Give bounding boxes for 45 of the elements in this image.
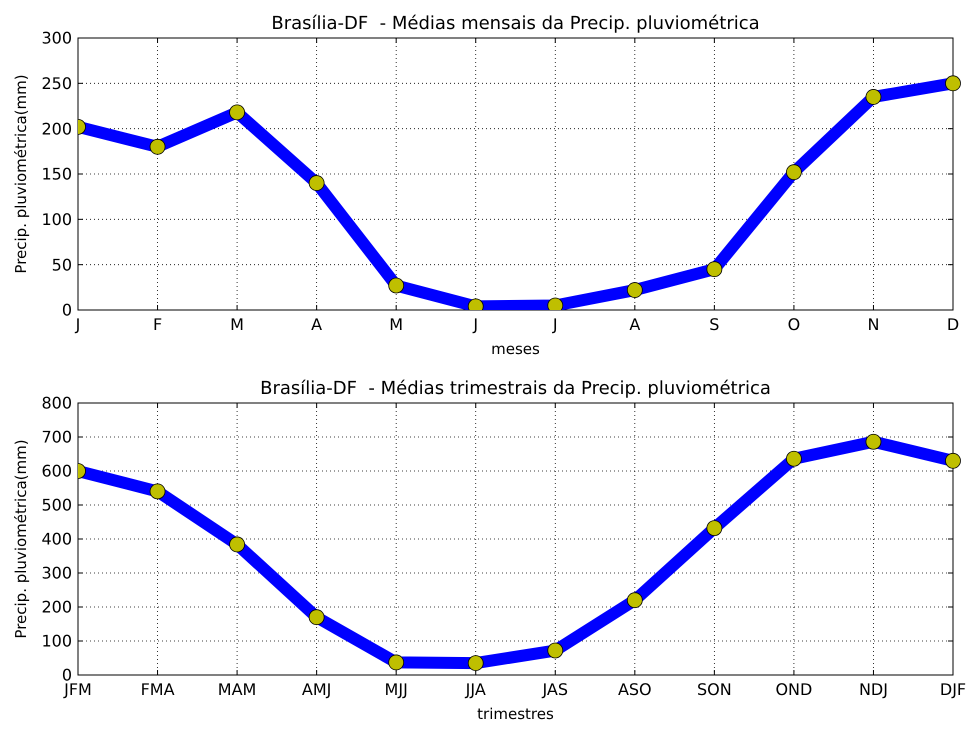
chart-title: Brasília-DF - Médias mensais da Precip. pluviométrica bbox=[271, 13, 760, 34]
x-tick-label: NDJ bbox=[858, 680, 888, 699]
y-tick-label: 300 bbox=[41, 28, 72, 48]
x-tick-label: J bbox=[472, 315, 478, 334]
x-tick-label: JAS bbox=[542, 680, 568, 699]
y-tick-label: 200 bbox=[41, 119, 72, 138]
y-axis-title: Precip. pluviométrica(mm) bbox=[12, 439, 30, 639]
y-axis-title: Precip. pluviométrica(mm) bbox=[12, 74, 30, 274]
x-tick-label: DJF bbox=[940, 680, 966, 699]
y-tick-label: 200 bbox=[41, 598, 72, 617]
y-tick-label: 100 bbox=[41, 210, 72, 229]
x-tick-label: FMA bbox=[140, 680, 175, 699]
x-tick-label: J bbox=[552, 315, 558, 334]
x-tick-label: J bbox=[74, 315, 80, 334]
y-tick-label: 800 bbox=[41, 394, 72, 413]
x-tick-label: A bbox=[311, 315, 322, 334]
x-axis-title: meses bbox=[491, 340, 540, 358]
y-tick-label: 700 bbox=[41, 428, 72, 447]
y-tick-label: 0 bbox=[62, 300, 72, 320]
x-tick-label: SON bbox=[697, 680, 732, 699]
x-tick-label: M bbox=[230, 315, 244, 334]
x-tick-label: F bbox=[152, 315, 162, 334]
x-tick-label: A bbox=[629, 315, 640, 334]
x-tick-label: ASO bbox=[618, 680, 652, 699]
y-tick-label: 600 bbox=[41, 462, 72, 481]
x-tick-label: O bbox=[788, 315, 800, 334]
x-tick-label: M bbox=[389, 315, 404, 334]
y-tick-label: 100 bbox=[41, 632, 72, 651]
x-tick-label: JJA bbox=[464, 680, 486, 699]
y-tick-label: 50 bbox=[52, 255, 72, 274]
x-tick-label: D bbox=[946, 315, 960, 334]
x-tick-label: JFM bbox=[63, 680, 92, 699]
chart-title: Brasília-DF - Médias trimestrais da Precip. pluviométrica bbox=[260, 378, 771, 399]
y-tick-label: 150 bbox=[41, 164, 72, 184]
x-tick-label: N bbox=[867, 315, 880, 334]
y-tick-label: 500 bbox=[41, 496, 72, 515]
x-axis-title: trimestres bbox=[477, 705, 554, 723]
x-tick-label: MAM bbox=[218, 680, 256, 699]
y-tick-label: 300 bbox=[41, 564, 72, 583]
x-tick-label: S bbox=[709, 315, 720, 334]
x-tick-label: OND bbox=[775, 680, 812, 699]
x-tick-label: MJJ bbox=[384, 680, 408, 699]
y-tick-label: 250 bbox=[41, 74, 72, 93]
y-tick-label: 400 bbox=[41, 530, 72, 549]
x-tick-label: AMJ bbox=[302, 680, 332, 699]
